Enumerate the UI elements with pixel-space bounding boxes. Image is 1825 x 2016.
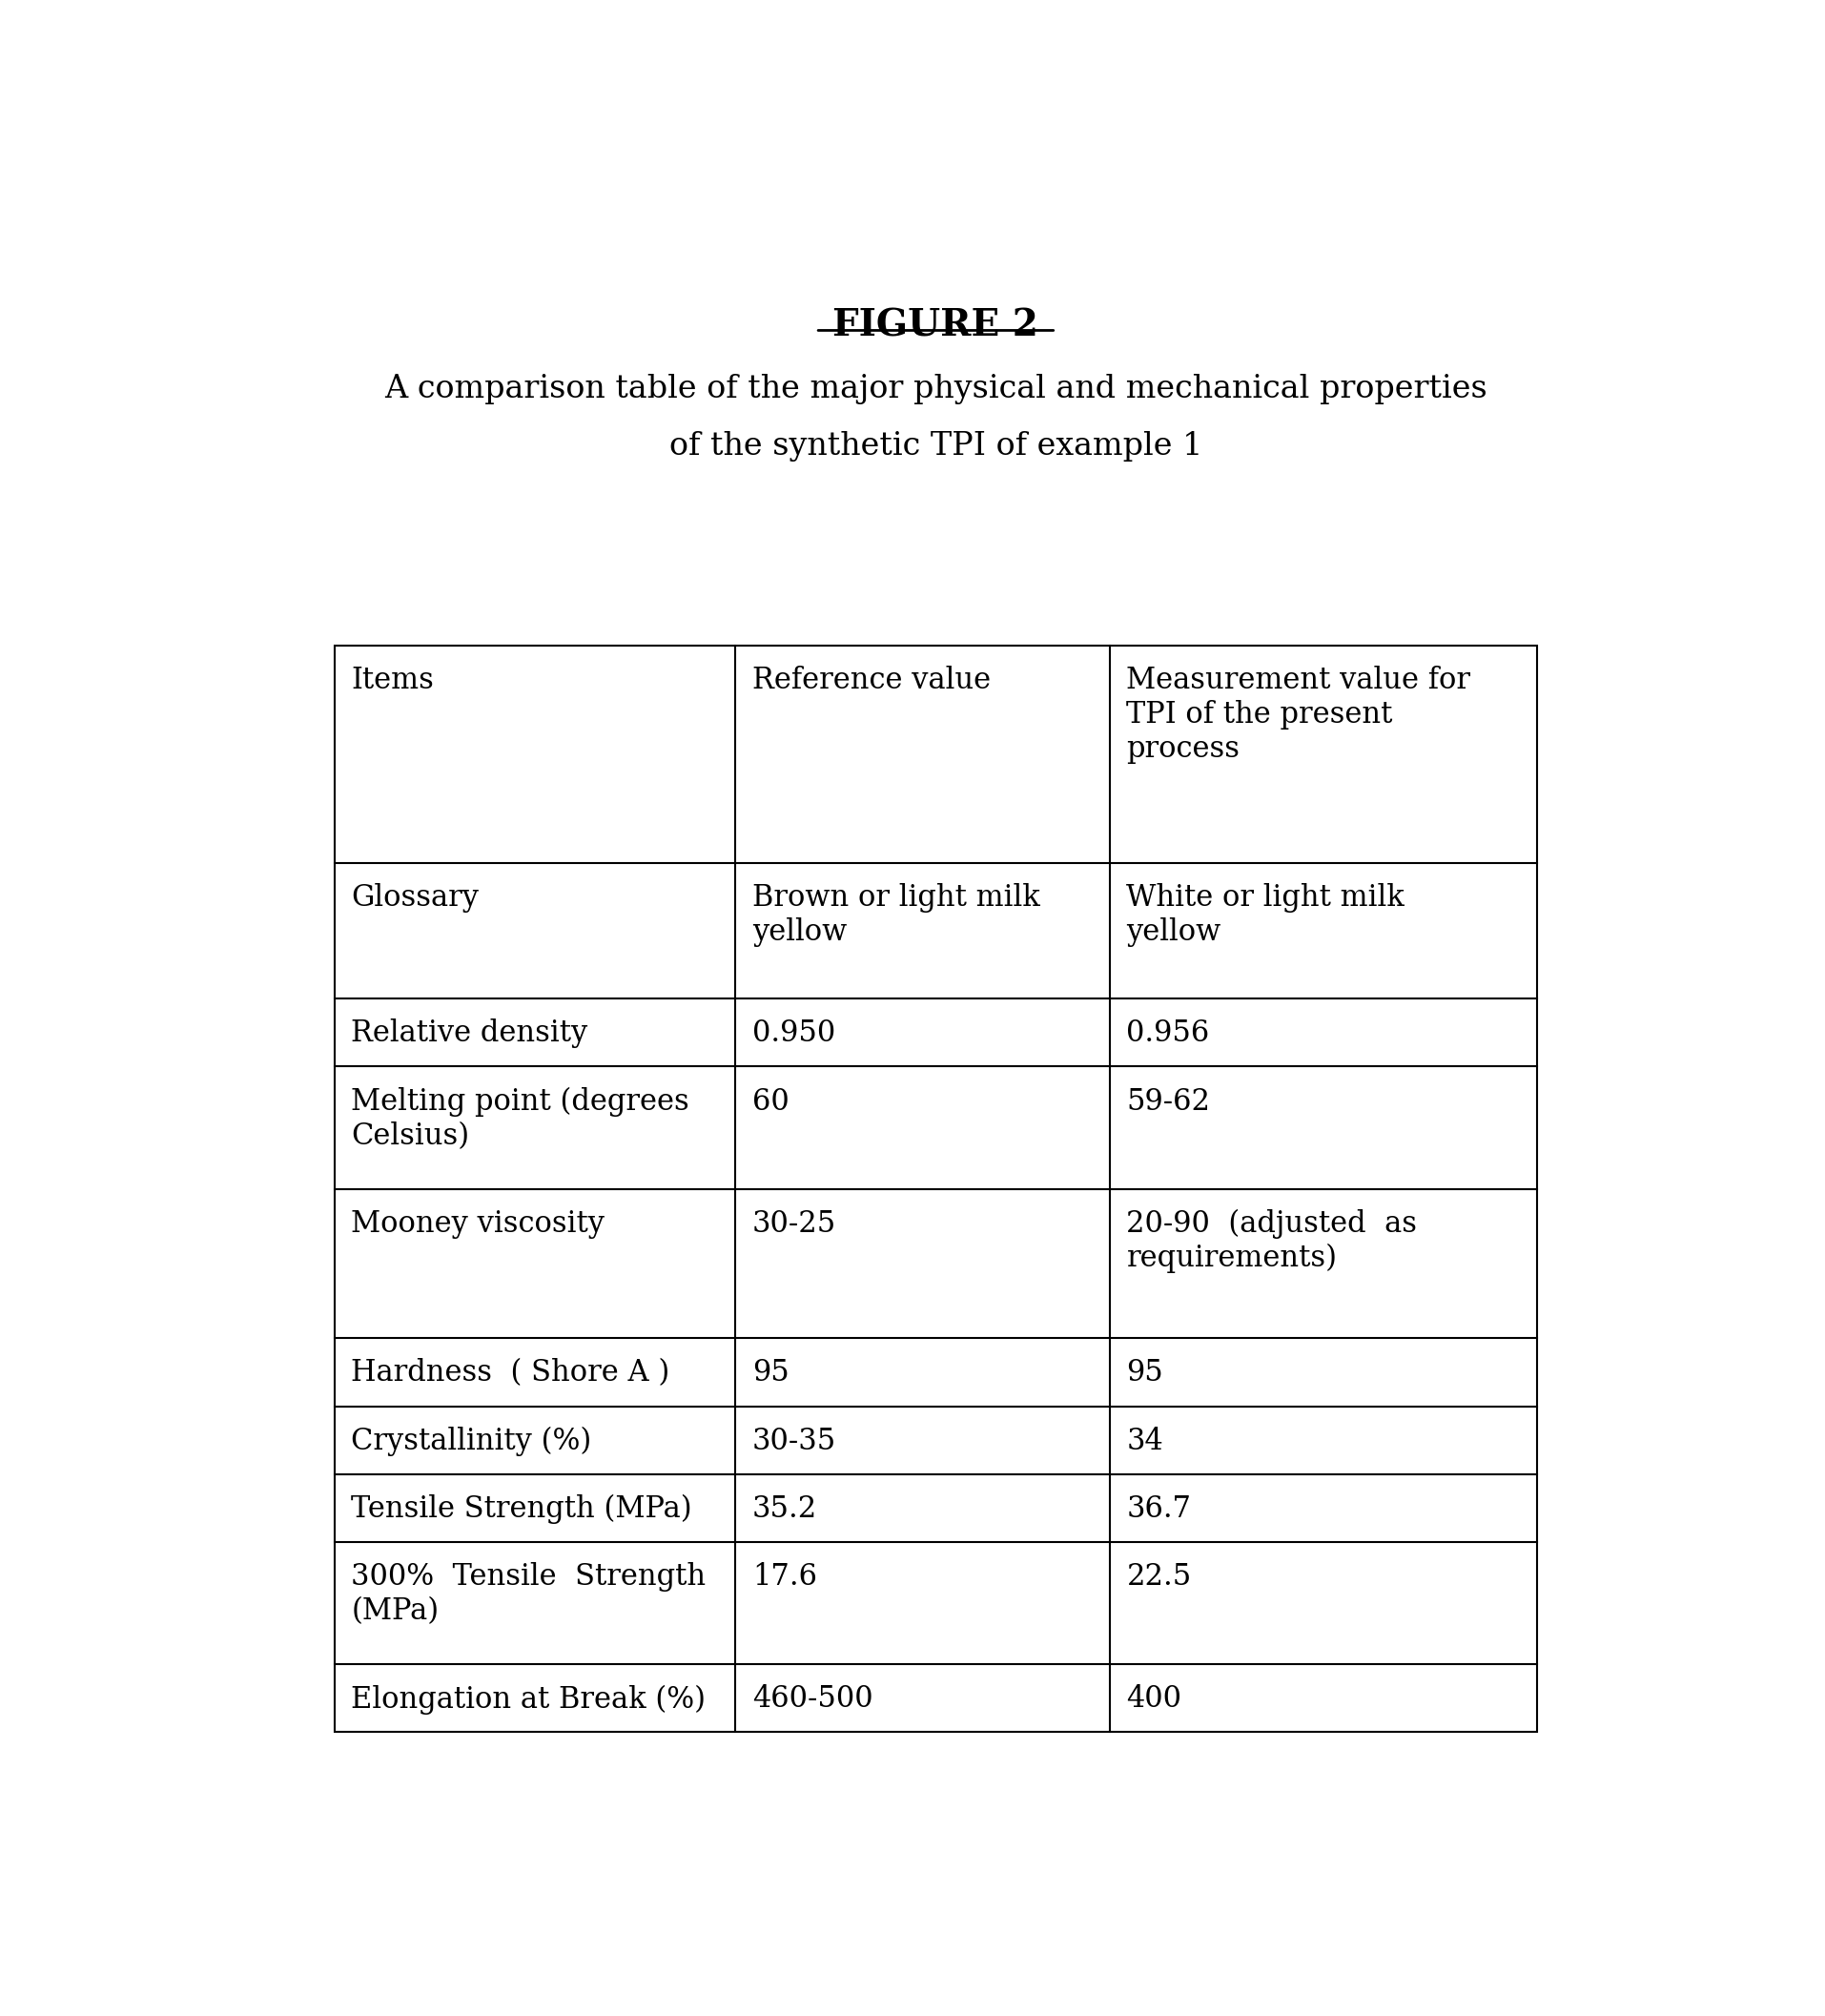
Text: 0.956: 0.956 — [1126, 1018, 1210, 1048]
Text: 36.7: 36.7 — [1126, 1494, 1190, 1524]
Text: 59-62: 59-62 — [1126, 1087, 1210, 1117]
Text: Brown or light milk
yellow: Brown or light milk yellow — [752, 883, 1040, 948]
Text: 300%  Tensile  Strength
(MPa): 300% Tensile Strength (MPa) — [350, 1562, 706, 1625]
Text: Relative density: Relative density — [350, 1018, 588, 1048]
Text: 95: 95 — [1126, 1359, 1163, 1387]
Text: 30-25: 30-25 — [752, 1210, 836, 1238]
Text: Items: Items — [350, 665, 434, 696]
Text: 60: 60 — [752, 1087, 788, 1117]
Text: 30-35: 30-35 — [752, 1427, 836, 1456]
Text: 95: 95 — [752, 1359, 788, 1387]
Text: Measurement value for
TPI of the present
process: Measurement value for TPI of the present… — [1126, 665, 1469, 764]
Text: Glossary: Glossary — [350, 883, 478, 913]
Text: Elongation at Break (%): Elongation at Break (%) — [350, 1685, 706, 1714]
Text: Hardness  ( Shore A ): Hardness ( Shore A ) — [350, 1359, 670, 1387]
Text: 20-90  (adjusted  as
requirements): 20-90 (adjusted as requirements) — [1126, 1210, 1416, 1274]
Text: FIGURE 2: FIGURE 2 — [832, 306, 1038, 343]
Text: 34: 34 — [1126, 1427, 1163, 1456]
Text: Melting point (degrees
Celsius): Melting point (degrees Celsius) — [350, 1087, 690, 1151]
Text: Tensile Strength (MPa): Tensile Strength (MPa) — [350, 1494, 692, 1524]
Text: 17.6: 17.6 — [752, 1562, 818, 1593]
Text: 460-500: 460-500 — [752, 1685, 872, 1714]
Text: 400: 400 — [1126, 1685, 1181, 1714]
Text: A comparison table of the major physical and mechanical properties: A comparison table of the major physical… — [383, 373, 1487, 405]
Text: 0.950: 0.950 — [752, 1018, 836, 1048]
Text: 35.2: 35.2 — [752, 1494, 818, 1524]
Text: White or light milk
yellow: White or light milk yellow — [1126, 883, 1403, 948]
Text: Crystallinity (%): Crystallinity (%) — [350, 1427, 591, 1456]
Text: 22.5: 22.5 — [1126, 1562, 1192, 1593]
Text: Mooney viscosity: Mooney viscosity — [350, 1210, 604, 1238]
Text: of the synthetic TPI of example 1: of the synthetic TPI of example 1 — [668, 431, 1203, 462]
Text: Reference value: Reference value — [752, 665, 991, 696]
